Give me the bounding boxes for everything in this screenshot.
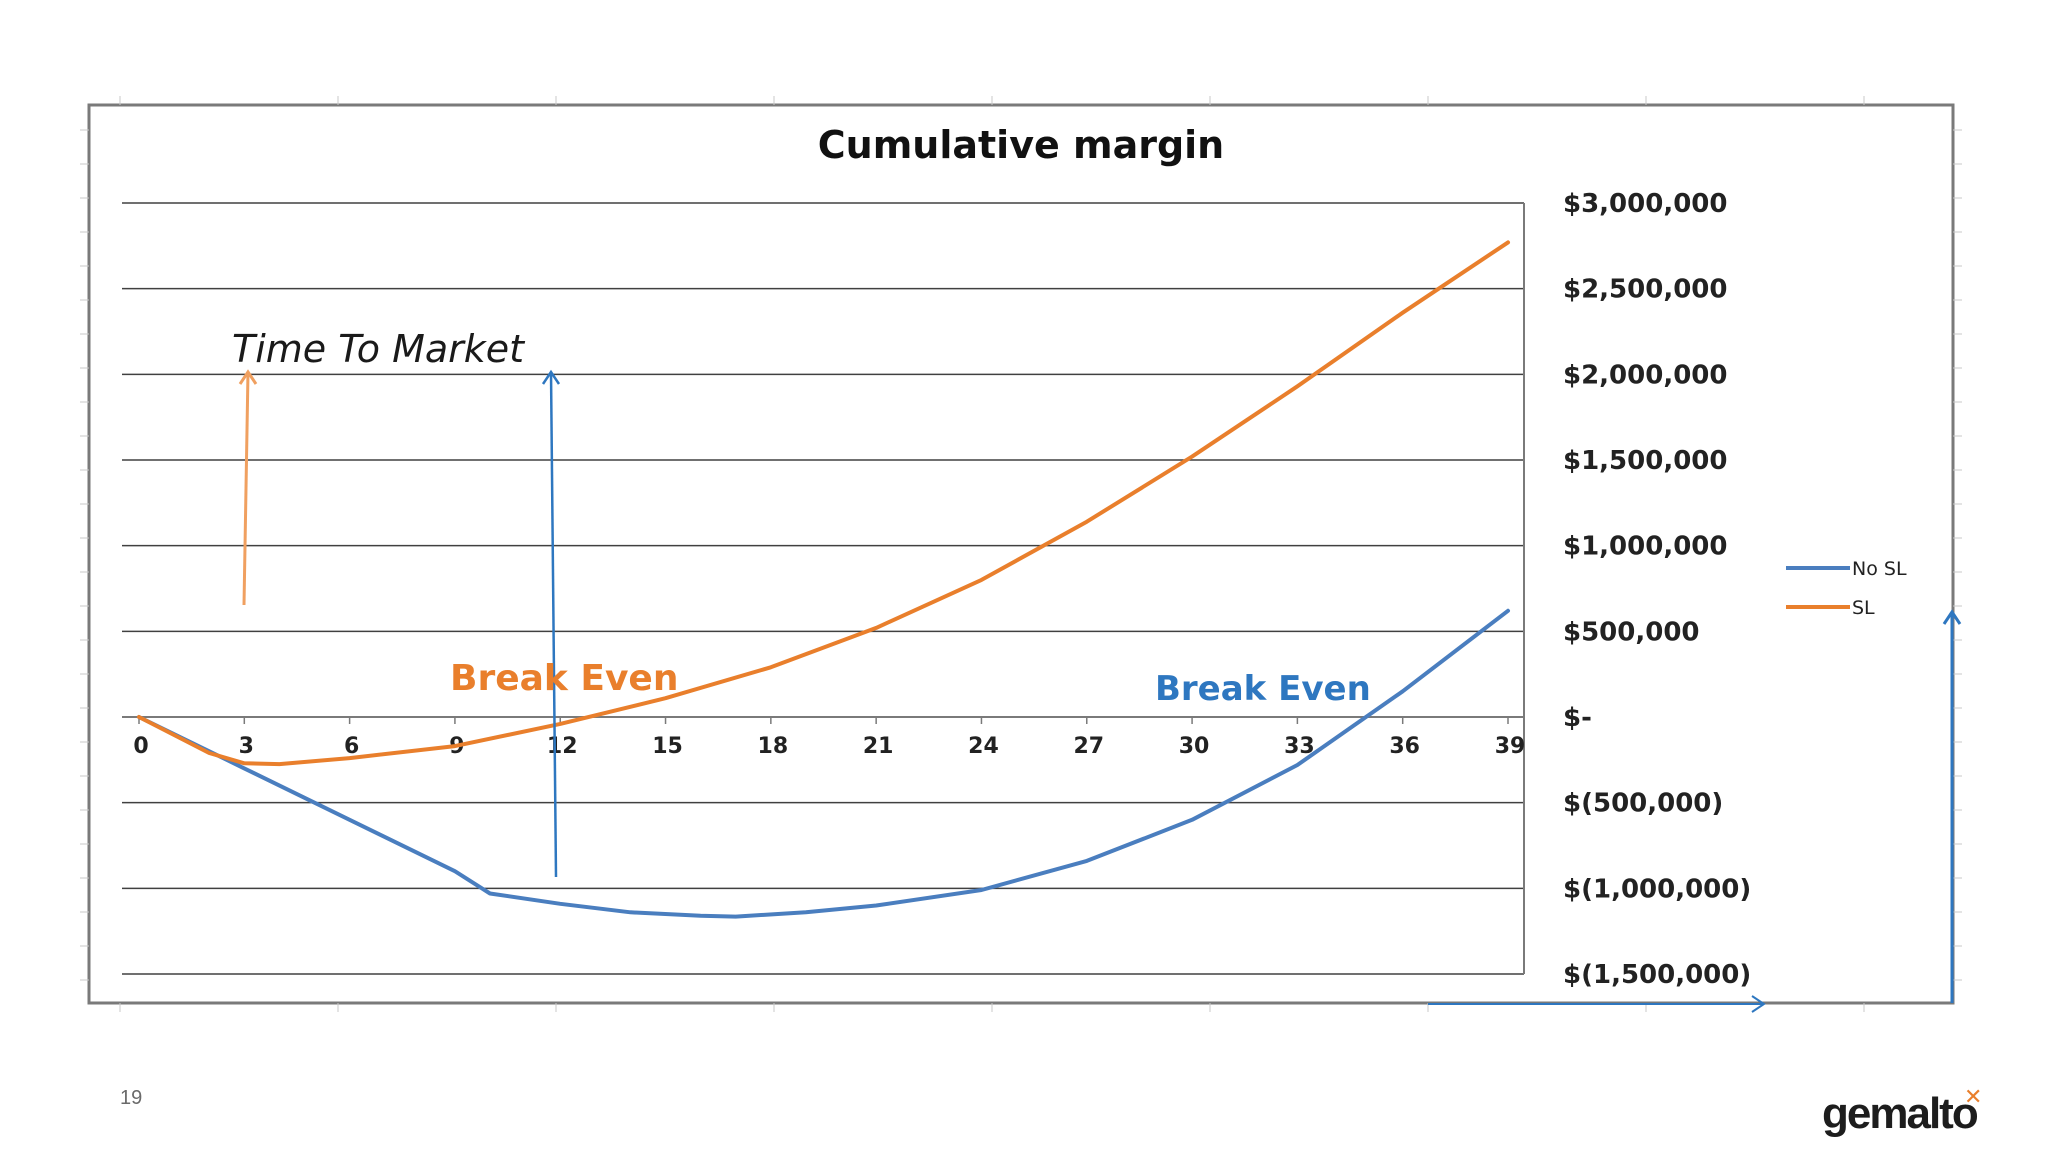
- y-tick-label: $2,000,000: [1563, 360, 1727, 390]
- y-tick-label: $1,000,000: [1563, 532, 1727, 562]
- y-tick-label: $1,500,000: [1563, 446, 1727, 476]
- y-tick-label: $(1,500,000): [1563, 960, 1751, 990]
- annotation-time-to-market: Time To Market: [232, 327, 526, 371]
- y-tick-labels: $3,000,000 $2,500,000 $2,000,000 $1,500,000…: [1563, 189, 1751, 990]
- series-group: [137, 240, 1510, 919]
- gemalto-logo: gemalto ✕: [1822, 1085, 1982, 1138]
- x-tick-label: 30: [1179, 734, 1210, 759]
- x-tick-labels: 0 3 6 9 12 15 18 21 24 27 30 33 36 39: [133, 717, 1525, 759]
- logo-mark-icon: ✕: [1964, 1085, 1982, 1110]
- arrow-blue-shaft: [549, 371, 558, 878]
- chart-frame: [87, 103, 1955, 1005]
- annotation-break-even-sl: Break Even: [450, 658, 678, 699]
- x-tick-label: 36: [1389, 734, 1420, 759]
- y-tick-label: $(500,000): [1563, 789, 1723, 819]
- arrow-right-vertical-head: [1942, 609, 1962, 625]
- x-tick-label: 24: [968, 734, 999, 759]
- y-tick-label: $3,000,000: [1563, 189, 1727, 219]
- y-tick-label: $(1,000,000): [1563, 874, 1751, 904]
- x-tick-label: 0: [133, 734, 148, 759]
- gridlines: [122, 202, 1524, 975]
- x-tick-label: 6: [344, 734, 359, 759]
- series-line-sl: [137, 240, 1510, 767]
- x-tick-label: 27: [1073, 734, 1104, 759]
- legend: No SL SL: [1786, 558, 1907, 619]
- x-tick-label: 12: [547, 734, 578, 759]
- y-tick-label: $500,000: [1563, 617, 1700, 647]
- arrow-bottom-horizontal-head: [1751, 995, 1766, 1013]
- chart-title: Cumulative margin: [818, 123, 1224, 167]
- y-tick-label: $2,500,000: [1563, 275, 1727, 305]
- x-tick-label: 3: [239, 734, 254, 759]
- frame-ticks: [80, 96, 1962, 1012]
- x-tick-label: 15: [652, 734, 683, 759]
- arrow-blue-head: [541, 369, 561, 385]
- x-tick-label: 21: [863, 734, 894, 759]
- y-tick-label: $-: [1563, 703, 1592, 733]
- logo-wordmark: gemalto: [1822, 1089, 1978, 1138]
- legend-label-sl: SL: [1852, 597, 1875, 619]
- x-tick-label: 18: [758, 734, 789, 759]
- page-number: 19: [120, 1087, 142, 1109]
- x-tick-label: 39: [1495, 734, 1526, 759]
- arrow-orange-shaft: [242, 371, 250, 606]
- annotation-break-even-no-sl: Break Even: [1155, 669, 1371, 709]
- series-line-no-sl: [137, 608, 1510, 919]
- legend-label-no-sl: No SL: [1852, 558, 1907, 580]
- arrow-orange-head: [238, 369, 258, 385]
